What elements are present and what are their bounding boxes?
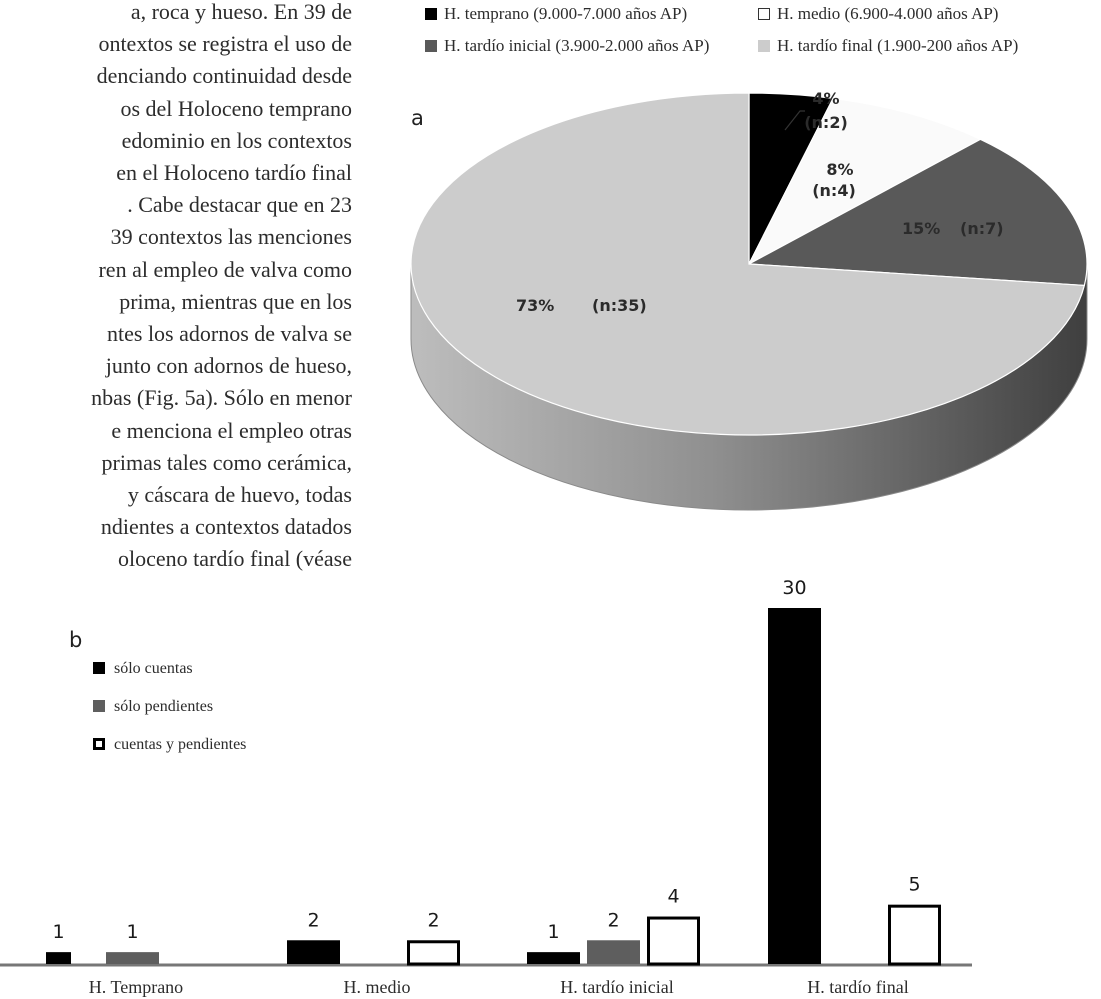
bar: [527, 952, 580, 964]
bar: [768, 608, 821, 964]
body-text-line: os del Holoceno temprano: [120, 95, 352, 121]
pie-count-label: (n:35): [592, 296, 647, 315]
bar-category-label: H. medio: [344, 977, 411, 997]
pie-slice: [746, 138, 1088, 287]
body-text-line: y cáscara de huevo, todas: [127, 482, 352, 507]
pie-leader-line: [784, 110, 805, 131]
pie-legend-item-tardio-inicial: H. tardío inicial (3.900-2.000 años AP): [425, 36, 709, 56]
pie-count-label: (n:7): [960, 219, 1004, 238]
body-text-line: ren al empleo de valva como: [98, 256, 352, 282]
body-text-line: prima, mientras que en los: [119, 288, 352, 314]
bar-legend-label: cuentas y pendientes: [114, 736, 247, 753]
pie-legend-item-medio: H. medio (6.900-4.000 años AP): [758, 4, 998, 24]
bar-legend-item-pendientes: sólo pendientes: [93, 698, 213, 716]
pie-percent-label: 15%: [902, 219, 940, 238]
legend-swatch-tardio-inicial: [425, 40, 437, 52]
pie-legend-item-temprano: H. temprano (9.000-7.000 años AP): [425, 4, 687, 24]
bar-value-label: 1: [52, 921, 64, 943]
legend-swatch-temprano: [425, 8, 437, 20]
panel-label-a: a: [411, 106, 424, 130]
pie-legend-label: H. temprano (9.000-7.000 años AP): [444, 4, 688, 23]
body-text-line: ndientes a contextos datados: [100, 514, 352, 540]
bar: [587, 940, 640, 964]
pie-percent-label: 4%: [812, 89, 839, 108]
body-text-line: nbas (Fig. 5a). Sólo en menor: [91, 385, 352, 411]
pie-count-label: (n:4): [812, 181, 856, 200]
bar-value-label: 1: [547, 921, 559, 943]
body-text-line: edominio en los contextos: [121, 127, 352, 153]
legend-swatch-pendientes: [93, 700, 105, 712]
bar-legend-item-cuentas-y-pendientes: cuentas y pendientes: [93, 736, 246, 754]
bar-value-label: 4: [667, 886, 679, 908]
body-text-line: denciando continuidad desde: [96, 63, 352, 89]
pie-percent-label: 73%: [516, 296, 554, 315]
legend-swatch-medio: [758, 8, 770, 20]
pie-slice: [747, 97, 982, 266]
body-text-line: primas tales como cerámica,: [101, 449, 352, 475]
bar-outline: [647, 916, 700, 966]
pie-legend-label: H. tardío inicial (3.900-2.000 años AP): [444, 36, 710, 55]
pie-legend-label: H. medio (6.900-4.000 años AP): [777, 4, 999, 23]
body-text-line: 39 contextos las menciones: [110, 224, 352, 250]
pie-legend-label: H. tardío final (1.900-200 años AP): [777, 36, 1019, 55]
bar: [46, 952, 71, 964]
bar-legend-label: sólo cuentas: [114, 660, 193, 677]
bar-category-label: H. tardío inicial: [560, 977, 673, 997]
pie-percent-label: 8%: [826, 160, 853, 179]
pie-slice: [410, 92, 1086, 436]
body-text-line: ontextos se registra el uso de: [98, 31, 352, 57]
body-text-line: oloceno tardío final (véase: [118, 546, 352, 572]
bar-value-label: 2: [607, 909, 619, 931]
pie-legend-item-tardio-final: H. tardío final (1.900-200 años AP): [758, 36, 1018, 56]
bar-legend-label: sólo pendientes: [114, 698, 214, 715]
bar-value-label: 2: [427, 909, 439, 931]
pie-chart: 4% (n:2) 8% (n:4) 15% (n:7) 73% (n:35): [410, 89, 1088, 511]
bar-value-label: 5: [908, 874, 920, 896]
bar-value-label: 30: [782, 577, 806, 599]
bar-chart: 1 1 H. Temprano 2 2 H. medio 1 2 4 H. tardío inic…: [0, 577, 972, 997]
body-text-column: a, roca y hueso. En 39 de ontextos se reg…: [0, 0, 352, 600]
body-text-line: junto con adornos de hueso,: [105, 353, 352, 379]
bar-outline: [888, 904, 941, 966]
bar-value-label: 1: [126, 921, 138, 943]
panel-label-b: b: [69, 628, 83, 652]
bar-outline: [407, 940, 460, 966]
bar-category-label: H. tardío final: [807, 977, 908, 997]
body-text-line: en el Holoceno tardío final: [116, 160, 352, 185]
legend-swatch-tardio-final: [758, 40, 770, 52]
body-text-line: ntes los adornos de valva se: [107, 321, 352, 346]
bar-category-label: H. Temprano: [89, 977, 183, 997]
bar-value-label: 2: [307, 909, 319, 931]
legend-swatch-cuentas-y-pendientes: [93, 738, 105, 750]
body-text-line: e menciona el empleo otras: [111, 417, 352, 443]
bar: [287, 940, 340, 964]
pie-count-label: (n:2): [804, 113, 848, 132]
bar-legend-item-cuentas: sólo cuentas: [93, 660, 193, 678]
body-text-line: a, roca y hueso. En 39 de: [130, 0, 352, 24]
body-text-line: . Cabe destacar que en 23: [127, 192, 352, 218]
legend-swatch-cuentas: [93, 662, 105, 674]
bar: [106, 952, 159, 964]
